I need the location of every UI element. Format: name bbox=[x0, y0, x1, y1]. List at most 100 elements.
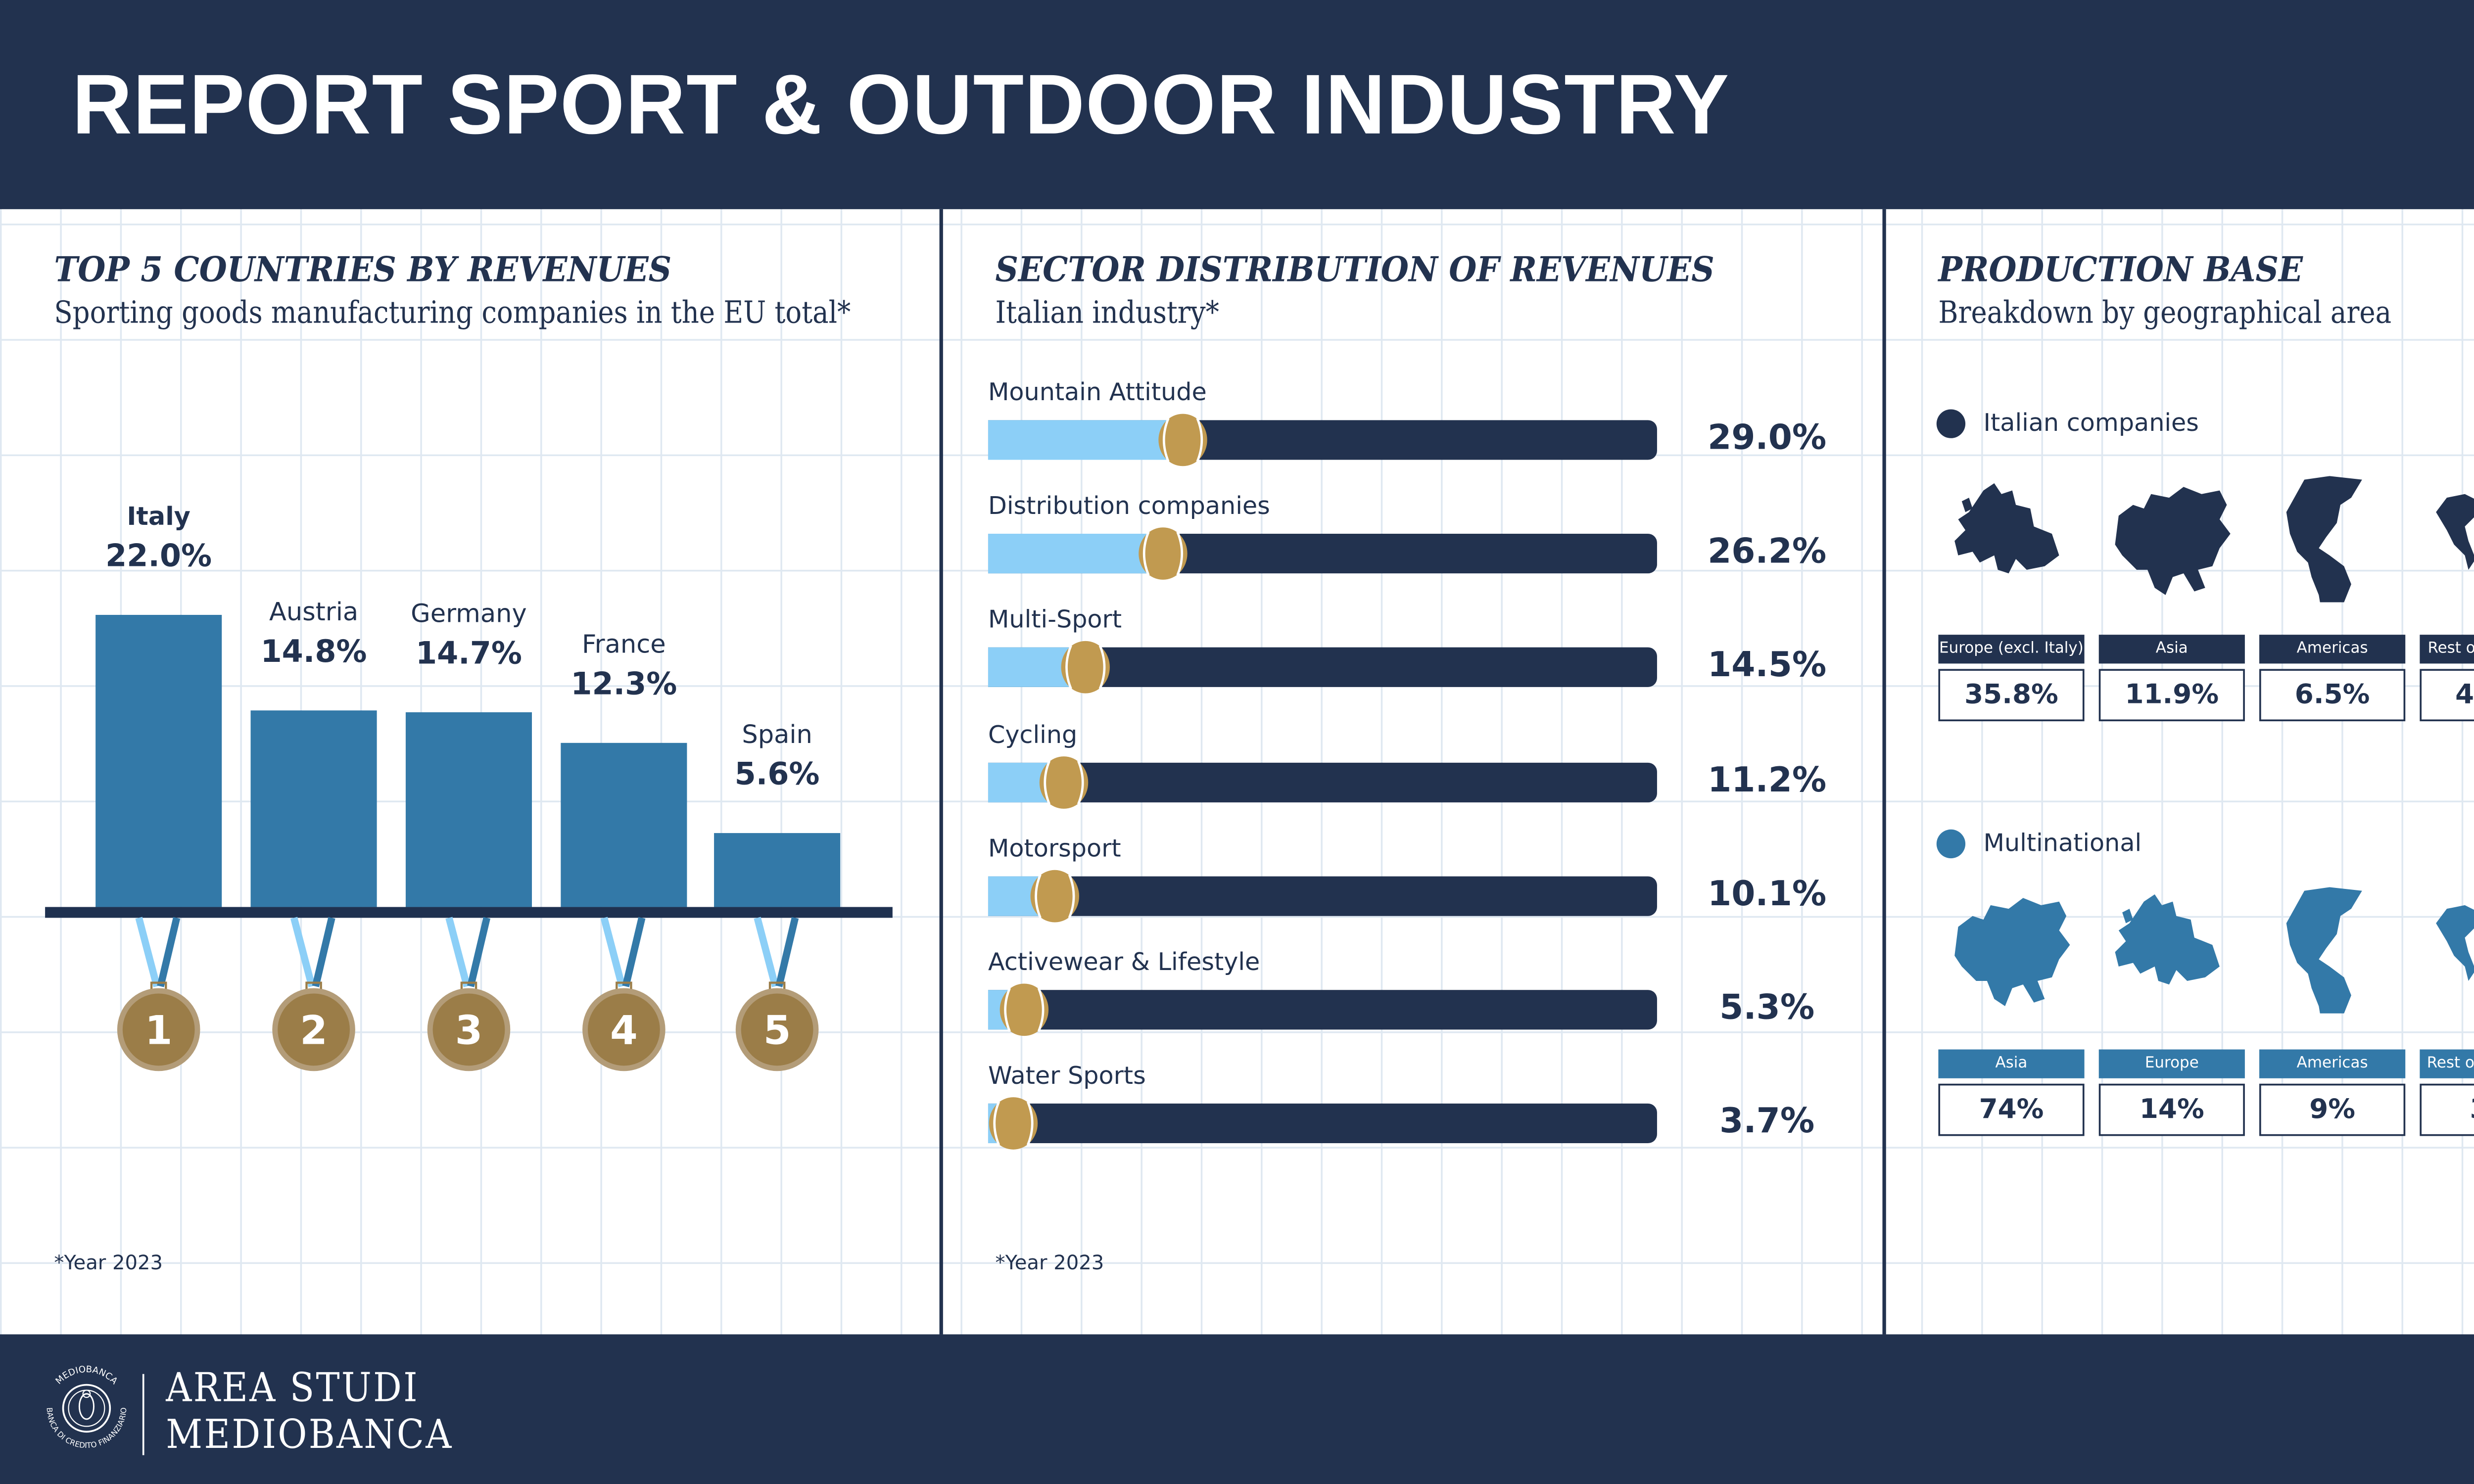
europe-map-icon bbox=[2108, 883, 2237, 1013]
ribbon bbox=[157, 917, 181, 987]
country-bar bbox=[714, 833, 841, 907]
country-bar bbox=[95, 615, 222, 907]
region-value: 35.8% bbox=[1938, 669, 2085, 722]
legend-multinational: Multinational bbox=[1983, 829, 2142, 859]
panel-title: TOP 5 COUNTRIES BY REVENUES bbox=[54, 250, 672, 290]
legend-dot-italian bbox=[1936, 409, 1966, 438]
sector-track bbox=[988, 983, 1657, 1036]
mediobanca-seal-icon: MEDIOBANCA BANCA DI CREDITO FINANZIARIO bbox=[45, 1364, 129, 1450]
panel-title: PRODUCTION BASE bbox=[1938, 250, 2303, 290]
footnote: *Year 2023 bbox=[54, 1251, 163, 1275]
medals: 1 2 3 4 5 bbox=[117, 917, 819, 1071]
country-value: 14.8% bbox=[260, 635, 367, 671]
country-bar bbox=[561, 743, 687, 907]
country-label: Austria bbox=[269, 599, 359, 628]
country-value: 12.3% bbox=[571, 668, 677, 704]
region-name: Asia bbox=[1938, 1049, 2085, 1078]
sector-label: Activewear & Lifestyle bbox=[988, 948, 1260, 977]
country-label: France bbox=[582, 632, 666, 661]
podium-base bbox=[45, 907, 893, 918]
region-value: 14% bbox=[2098, 1083, 2245, 1136]
logo-separator bbox=[142, 1374, 144, 1455]
medal-face bbox=[122, 993, 195, 1066]
region-value: 11.9% bbox=[2098, 669, 2245, 722]
medal-rank-label: 4 bbox=[610, 1008, 638, 1054]
medal-4: 4 bbox=[582, 917, 666, 1071]
medal-face bbox=[587, 993, 660, 1066]
header-banner: REPORT SPORT & OUTDOOR INDUSTRY bbox=[0, 0, 2474, 209]
country-label: Germany bbox=[411, 600, 527, 629]
sector-fill bbox=[988, 534, 1164, 574]
medal-2: 2 bbox=[272, 917, 355, 1071]
sector-label: Water Sports bbox=[988, 1062, 1146, 1092]
footnote: *Year 2023 bbox=[995, 1251, 1104, 1275]
sector-value: 3.7% bbox=[1719, 1102, 1815, 1142]
footer: MEDIOBANCA BANCA DI CREDITO FINANZIARIO … bbox=[0, 1334, 2474, 1484]
medal-5: 5 bbox=[735, 917, 819, 1071]
medal-face bbox=[741, 993, 813, 1066]
brand-line-1: AREA STUDI bbox=[166, 1367, 419, 1412]
sector-track bbox=[988, 642, 1657, 695]
country-bar bbox=[405, 711, 532, 907]
panel-subtitle: Sporting goods manufacturing companies i… bbox=[54, 295, 851, 332]
panel-subtitle: Italian industry* bbox=[995, 295, 1219, 332]
sector-value: 29.0% bbox=[1708, 418, 1827, 458]
region-name: Rest of the world bbox=[2420, 635, 2474, 664]
panel-divider bbox=[1882, 209, 1886, 1335]
region-name: Americas bbox=[2259, 635, 2406, 664]
region-name: Americas bbox=[2259, 1049, 2406, 1078]
region-value: 4.5% bbox=[2420, 669, 2474, 722]
sector-label: Motorsport bbox=[988, 834, 1121, 864]
sector-track bbox=[988, 414, 1657, 466]
tennis-ball-icon bbox=[999, 983, 1049, 1037]
country-bar bbox=[250, 710, 377, 907]
ribbon bbox=[290, 917, 316, 987]
ribbon bbox=[312, 917, 335, 987]
region-value: 6.5% bbox=[2259, 669, 2406, 722]
region-value: 74% bbox=[1938, 1083, 2085, 1136]
sector-value: 5.3% bbox=[1719, 988, 1815, 1028]
region-value: 3% bbox=[2420, 1083, 2474, 1136]
sector-label: Mountain Attitude bbox=[988, 378, 1207, 408]
ribbon bbox=[754, 917, 779, 987]
panel-divider bbox=[939, 209, 943, 1335]
sector-track bbox=[988, 755, 1657, 808]
world-map-icon bbox=[2429, 883, 2474, 1013]
sector-track bbox=[988, 1097, 1657, 1150]
ribbon bbox=[775, 917, 799, 987]
tennis-ball-icon bbox=[1060, 641, 1110, 695]
ribbon bbox=[622, 917, 646, 987]
svg-text:MEDIOBANCA: MEDIOBANCA bbox=[53, 1364, 120, 1387]
region-name: Europe bbox=[2098, 1049, 2245, 1078]
ribbon bbox=[135, 917, 161, 987]
americas-map-icon bbox=[2268, 472, 2398, 635]
sector-track bbox=[988, 527, 1657, 580]
region-name: Rest of the World bbox=[2420, 1049, 2474, 1078]
tennis-ball-icon bbox=[1138, 527, 1189, 581]
panel-title: SECTOR DISTRIBUTION OF REVENUES bbox=[995, 250, 1714, 290]
country-value: 14.7% bbox=[415, 636, 522, 672]
brand-line-2: MEDIOBANCA bbox=[166, 1413, 453, 1459]
sector-value: 10.1% bbox=[1708, 874, 1827, 914]
sector-value: 14.5% bbox=[1708, 646, 1827, 686]
sector-label: Distribution companies bbox=[988, 492, 1270, 522]
svg-text:BANCA DI CREDITO FINANZIARIO: BANCA DI CREDITO FINANZIARIO bbox=[45, 1407, 129, 1450]
medal-3: 3 bbox=[427, 917, 511, 1071]
ribbon bbox=[600, 917, 626, 987]
page-title: REPORT SPORT & OUTDOOR INDUSTRY bbox=[72, 56, 1730, 152]
country-value: 22.0% bbox=[105, 539, 212, 575]
country-value: 5.6% bbox=[734, 757, 820, 793]
medal-rank-label: 1 bbox=[145, 1008, 173, 1054]
tennis-ball-icon bbox=[1038, 755, 1088, 809]
asia-map-icon bbox=[2108, 472, 2237, 602]
tennis-ball-icon bbox=[1157, 413, 1207, 467]
sector-track bbox=[988, 870, 1657, 922]
medal-face bbox=[278, 993, 350, 1066]
sector-label: Cycling bbox=[988, 720, 1078, 749]
tennis-ball-icon bbox=[1030, 869, 1081, 923]
medal-1: 1 bbox=[117, 917, 200, 1071]
medal-rank-label: 5 bbox=[763, 1008, 791, 1054]
sector-value: 11.2% bbox=[1708, 760, 1827, 800]
europe-map-icon bbox=[1948, 472, 2077, 602]
